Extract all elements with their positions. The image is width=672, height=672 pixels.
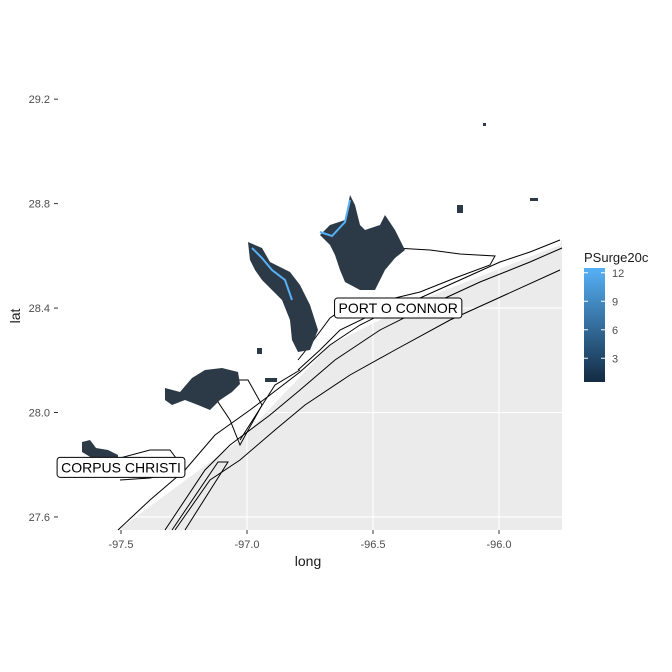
barrier-island-outer bbox=[174, 269, 561, 531]
legend-title: PSurge20c bbox=[584, 250, 649, 265]
y-tick-label-0: 27.6 bbox=[29, 512, 50, 524]
surge-area-central bbox=[248, 242, 318, 352]
legend-tick-label-2: 9 bbox=[612, 296, 618, 308]
place-label-0: PORT O CONNOR bbox=[334, 297, 463, 319]
x-tick-label-3: -96.0 bbox=[486, 539, 511, 551]
place-label-box-1 bbox=[56, 456, 186, 478]
place-labels: PORT O CONNOR CORPUS CHRISTI bbox=[56, 297, 463, 478]
x-axis: -97.5 -97.0 -96.5 -96.0 bbox=[108, 530, 512, 551]
place-label-text-1: CORPUS CHRISTI bbox=[61, 459, 181, 475]
surge-speck-3 bbox=[483, 123, 486, 126]
y-axis: 27.6 28.0 28.4 28.8 29.2 bbox=[29, 94, 58, 524]
y-tick-label-1: 28.0 bbox=[29, 408, 50, 420]
x-tick-label-1: -97.0 bbox=[234, 539, 259, 551]
surge-high-values bbox=[251, 247, 293, 301]
mainland-coastline bbox=[117, 239, 561, 531]
y-tick-label-4: 29.2 bbox=[29, 94, 50, 106]
place-label-1: CORPUS CHRISTI bbox=[56, 456, 186, 478]
surge-footprint bbox=[82, 123, 538, 462]
legend-tick-label-3: 12 bbox=[612, 268, 624, 280]
legend-tick-label-0: 3 bbox=[612, 353, 618, 365]
grid-lines bbox=[58, 60, 562, 530]
legend-ticks: 3 6 9 12 bbox=[584, 268, 624, 365]
bay-outline-north bbox=[349, 244, 496, 301]
x-tick-label-2: -96.5 bbox=[360, 539, 385, 551]
surge-speck-2 bbox=[530, 198, 538, 201]
bay-channel bbox=[239, 369, 301, 441]
surge-speck-1 bbox=[457, 205, 463, 213]
legend-tick-label-1: 6 bbox=[612, 325, 618, 337]
y-axis-title: lat bbox=[7, 309, 23, 324]
y-tick-label-2: 28.4 bbox=[29, 303, 50, 315]
legend: PSurge20c 3 6 9 12 bbox=[584, 250, 649, 382]
coastline-outlines bbox=[117, 239, 563, 531]
copano-bay-outline bbox=[209, 379, 263, 447]
barrier-island bbox=[164, 247, 563, 531]
place-label-box-0 bbox=[334, 297, 463, 319]
x-axis-title: long bbox=[295, 553, 321, 569]
lagoon-channel bbox=[171, 461, 229, 531]
surge-area-south bbox=[165, 368, 240, 410]
surge-area-north bbox=[320, 195, 405, 290]
place-label-text-0: PORT O CONNOR bbox=[339, 300, 458, 316]
legend-colorbar bbox=[584, 268, 605, 382]
surge-area-corpus bbox=[82, 440, 118, 462]
surge-high-values-north bbox=[319, 199, 351, 238]
surge-speck-5 bbox=[265, 378, 277, 382]
surge-speck-4 bbox=[257, 348, 262, 354]
x-tick-label-0: -97.5 bbox=[108, 539, 133, 551]
y-tick-label-3: 28.8 bbox=[29, 199, 50, 211]
